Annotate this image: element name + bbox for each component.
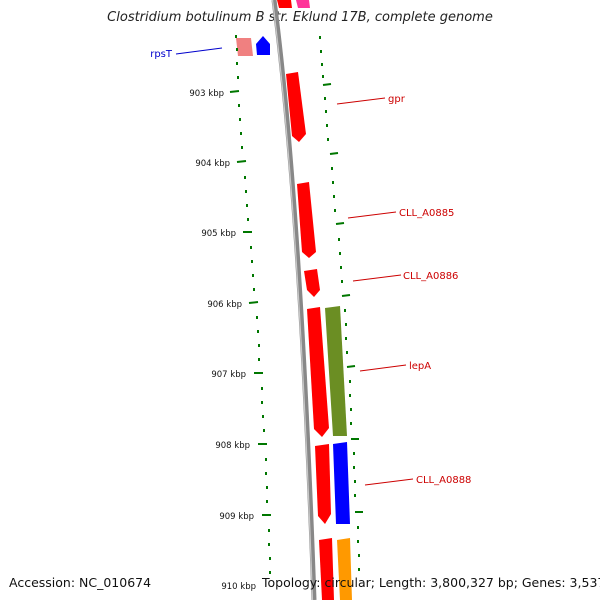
- gene-arrow-lepA: [325, 306, 347, 436]
- gene-arrow-CLL_A0888: [333, 442, 350, 524]
- outer-major-tick: [341, 294, 351, 297]
- tick-label-906kbp: 906 kbp: [207, 300, 242, 310]
- major-tick: [229, 90, 240, 93]
- label-line-gpr: [336, 97, 386, 105]
- label-line-CLL_A0886: [352, 274, 402, 282]
- gene-arrow-gpr: [286, 72, 306, 142]
- outer-major-tick: [335, 222, 345, 225]
- major-tick: [248, 301, 259, 304]
- minor-ticks-right: [319, 36, 360, 571]
- tick-label-907kbp: 907 kbp: [211, 370, 246, 380]
- outer-major-tick: [346, 365, 356, 368]
- tick-label-904kbp: 904 kbp: [195, 159, 230, 169]
- label-line-rpsT: [175, 47, 223, 55]
- gene-arrow-red-2: [315, 444, 331, 524]
- gene-label-lepA: lepA: [409, 361, 431, 372]
- gene-label-CLL_A0888: CLL_A0888: [416, 475, 471, 486]
- gene-label-CLL_A0886: CLL_A0886: [403, 271, 458, 282]
- label-line-lepA: [359, 364, 407, 372]
- genome-backbone: [271, 0, 317, 600]
- minor-ticks-left: [235, 35, 271, 574]
- gene-arrow-CLL_A0885: [297, 182, 316, 258]
- gene-label-rpsT: rpsT: [150, 49, 173, 60]
- accession-text: Accession: NC_010674: [9, 575, 152, 590]
- outer-major-tick: [322, 83, 332, 86]
- tick-label-905kbp: 905 kbp: [201, 229, 236, 239]
- gene-arrow-red-1: [307, 307, 329, 437]
- outer-major-tick: [329, 152, 339, 155]
- tick-label-908kbp: 908 kbp: [215, 441, 250, 451]
- label-line-CLL_A0888: [364, 478, 414, 486]
- tick-label-909kbp: 909 kbp: [219, 512, 254, 522]
- genome-summary-text: Topology: circular; Length: 3,800,327 bp…: [262, 575, 600, 590]
- gene-arrow-top-magenta: [296, 0, 310, 8]
- genome-backbone-highlight: [271, 0, 314, 600]
- gene-label-CLL_A0885: CLL_A0885: [399, 208, 454, 219]
- gene-arrow-top-red: [277, 0, 292, 8]
- map-title: Clostridium botulinum B str. Eklund 17B,…: [107, 10, 493, 25]
- gene-label-gpr: gpr: [388, 94, 406, 105]
- gene-arrow-orange: [337, 538, 352, 600]
- gene-arrow-pink: [236, 38, 253, 56]
- gene-arrow-red-3: [319, 538, 334, 600]
- gene-arrow-rpsT: [256, 36, 270, 55]
- major-tick: [236, 160, 247, 163]
- tick-label-903kbp: 903 kbp: [189, 89, 224, 99]
- label-line-CLL_A0885: [347, 211, 397, 219]
- tick-label-910kbp: 910 kbp: [221, 582, 256, 592]
- gene-arrow-CLL_A0886: [304, 269, 320, 297]
